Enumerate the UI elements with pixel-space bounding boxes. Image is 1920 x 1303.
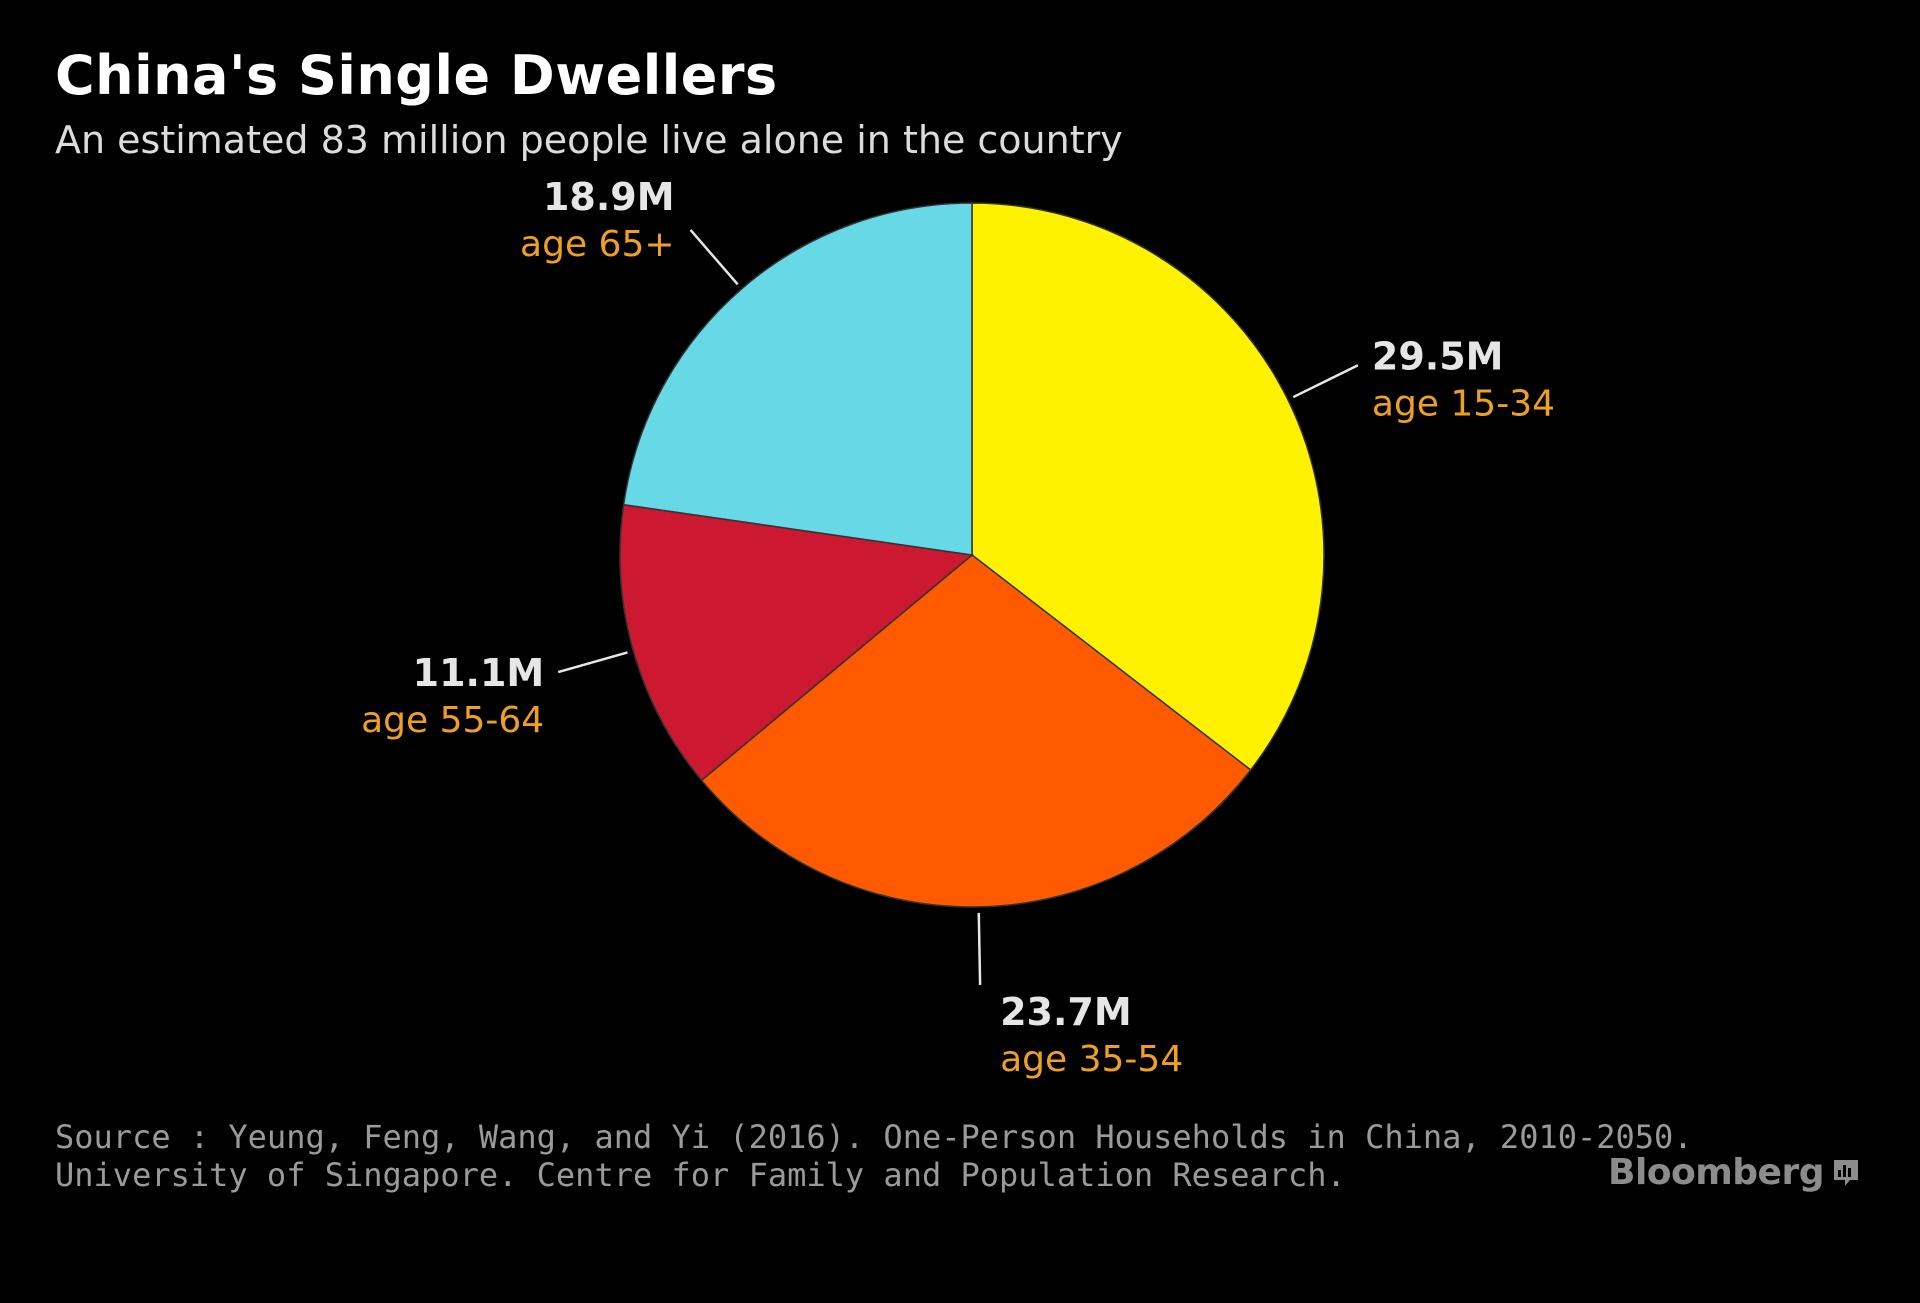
value-label-age-15-34: 29.5M — [1372, 334, 1504, 378]
pie-slice-age-35-54 — [700, 554, 1252, 908]
leader-line-age-35-54 — [977, 912, 982, 985]
leader-line-age-55-64 — [557, 651, 628, 674]
value-label-age-55-64: 11.1M — [413, 651, 545, 695]
value-label-age-65: 18.9M — [543, 175, 675, 219]
category-label-age-65: age 65+ — [520, 224, 674, 265]
category-label-age-55-64: age 55-64 — [361, 700, 544, 741]
pie-chart: 29.5M age 15-34 23.7M age 35-54 11.1M age 55-… — [361, 175, 1555, 1080]
source-line-2: University of Singapore. Centre for Fami… — [55, 1156, 1346, 1194]
source-line-1: Source : Yeung, Feng, Wang, and Yi (2016… — [55, 1118, 1693, 1156]
value-label-age-35-54: 23.7M — [1000, 990, 1132, 1034]
leader-line-age-65 — [689, 229, 739, 286]
bloomberg-chart-icon — [1833, 1159, 1858, 1186]
category-label-age-15-34: age 15-34 — [1372, 383, 1555, 424]
brand-logo: Bloomberg — [1608, 1152, 1860, 1193]
pie-slice-age-55-64 — [619, 503, 974, 782]
pie-slice-age-15-34 — [971, 202, 1325, 772]
category-label-age-35-54: age 35-54 — [1000, 1039, 1183, 1080]
pie-slice-age-65 — [622, 202, 973, 556]
leader-line-age-15-34 — [1292, 364, 1359, 399]
brand-name: Bloomberg — [1608, 1152, 1824, 1193]
chart-subtitle: An estimated 83 million people live alon… — [55, 118, 1123, 162]
chart-title: China's Single Dwellers — [55, 44, 778, 107]
source-note: Source : Yeung, Feng, Wang, and Yi (2016… — [55, 1118, 1693, 1194]
